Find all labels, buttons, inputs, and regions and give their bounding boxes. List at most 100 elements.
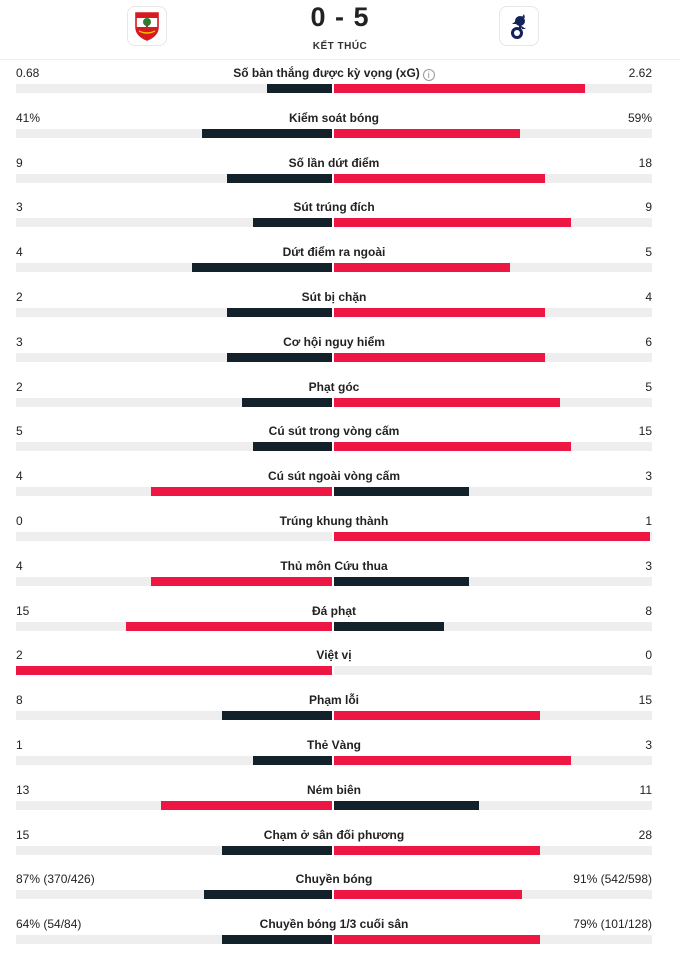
away-stat-value: 3 bbox=[645, 558, 652, 573]
away-stat-value: 79% (101/128) bbox=[573, 917, 652, 932]
away-stat-value: 15 bbox=[638, 693, 652, 708]
away-stat-value: 1 bbox=[645, 514, 652, 528]
home-bar-track bbox=[16, 173, 332, 183]
home-bar bbox=[241, 397, 332, 407]
home-bar-track bbox=[16, 352, 332, 362]
away-bar-track bbox=[334, 263, 652, 273]
stat-row: 4 Thủ môn Cứu thua 3 bbox=[16, 555, 652, 599]
away-bar bbox=[334, 128, 521, 138]
away-bar bbox=[334, 263, 510, 273]
away-bar bbox=[334, 218, 571, 228]
home-bar bbox=[222, 711, 332, 721]
away-bar bbox=[334, 173, 545, 183]
stat-label: Sút trúng đích bbox=[16, 200, 652, 215]
home-stat-value: 87% (370/426) bbox=[16, 872, 95, 887]
home-bar bbox=[221, 845, 332, 855]
home-stat-value: 5 bbox=[16, 424, 23, 439]
stat-row: 87% (370/426) Chuyền bóng 91% (542/598) bbox=[16, 868, 652, 912]
home-bar bbox=[203, 890, 332, 900]
away-bar-track bbox=[334, 487, 652, 497]
stat-label-text: Phạt góc bbox=[308, 379, 360, 394]
stat-row: 15 Chạm ở sân đối phương 28 bbox=[16, 824, 652, 868]
away-stat-value: 2.62 bbox=[628, 66, 652, 80]
stat-label: Thủ môn Cứu thua bbox=[16, 559, 652, 574]
away-bar-track bbox=[334, 84, 652, 93]
home-bar-track bbox=[16, 800, 332, 810]
stat-row: 64% (54/84) Chuyền bóng 1/3 cuối sân 79% (… bbox=[16, 913, 652, 957]
home-bar bbox=[221, 935, 332, 945]
stat-row: 5 Cú sút trong vòng cấm 15 bbox=[16, 420, 652, 464]
away-stat-value: 18 bbox=[638, 155, 652, 170]
away-bar-track bbox=[334, 711, 652, 721]
home-stat-value: 1 bbox=[16, 738, 23, 752]
home-team-logo[interactable] bbox=[127, 6, 167, 46]
home-bar bbox=[151, 576, 332, 586]
away-bar-track bbox=[334, 890, 652, 900]
away-stat-value: 3 bbox=[645, 469, 652, 484]
home-bar-track bbox=[16, 890, 332, 900]
home-score: 0 bbox=[310, 2, 327, 32]
home-stat-value: 3 bbox=[16, 334, 23, 349]
stat-row: 0.68 Số bàn thắng được kỳ vọng (xG) i 2.62 bbox=[16, 62, 652, 106]
away-bar bbox=[334, 352, 545, 362]
stat-label-text: Chuyền bóng bbox=[295, 872, 373, 887]
away-bar bbox=[334, 442, 571, 452]
stat-label: Chạm ở sân đối phương bbox=[16, 828, 652, 843]
home-bar-track bbox=[16, 935, 332, 945]
home-stat-value: 4 bbox=[16, 245, 23, 260]
home-bar-track bbox=[16, 442, 332, 452]
home-stat-value: 64% (54/84) bbox=[16, 917, 82, 932]
home-bar-track bbox=[16, 397, 332, 407]
stat-label-text: Sút bị chặn bbox=[301, 290, 367, 304]
away-stat-value: 6 bbox=[645, 334, 652, 349]
away-stat-value: 5 bbox=[645, 379, 652, 394]
home-bar-track bbox=[16, 845, 332, 855]
home-bar bbox=[226, 173, 332, 183]
away-bar-track bbox=[334, 352, 652, 362]
match-status: KẾT THÚC bbox=[312, 41, 368, 52]
away-score: 5 bbox=[353, 2, 370, 32]
home-bar bbox=[16, 666, 332, 676]
stat-label-text: Cú sút trong vòng cấm bbox=[268, 424, 400, 439]
away-bar bbox=[334, 935, 540, 945]
home-bar-track bbox=[16, 128, 332, 138]
home-stat-value: 8 bbox=[16, 693, 23, 708]
stat-label-text: Số lần dứt điểm bbox=[288, 155, 380, 170]
home-stat-value: 2 bbox=[16, 290, 23, 304]
stat-label: Trúng khung thành bbox=[16, 514, 652, 529]
away-bar-track bbox=[334, 128, 652, 138]
stat-row: 3 Sút trúng đích 9 bbox=[16, 196, 652, 240]
away-bar bbox=[334, 84, 585, 93]
stat-label-text: Việt vị bbox=[316, 648, 352, 663]
away-stat-value: 11 bbox=[639, 782, 652, 797]
stat-row: 13 Ném biên 11 bbox=[16, 779, 652, 823]
stat-label: Số lần dứt điểm bbox=[16, 156, 652, 171]
stat-label-text: Phạm lỗi bbox=[308, 693, 359, 708]
home-bar bbox=[191, 263, 332, 273]
away-bar bbox=[334, 800, 479, 810]
away-bar-track bbox=[334, 532, 652, 541]
stat-label: Chuyền bóng bbox=[16, 872, 652, 887]
stat-row: 2 Sút bị chặn 4 bbox=[16, 286, 652, 330]
away-bar bbox=[334, 890, 522, 900]
stat-label: Đá phạt bbox=[16, 604, 652, 619]
info-icon[interactable]: i bbox=[422, 69, 435, 81]
home-bar bbox=[226, 308, 332, 317]
home-bar bbox=[160, 800, 332, 810]
stat-label-text: Đá phạt bbox=[311, 603, 356, 618]
stat-label-text: Ném biên bbox=[306, 782, 361, 797]
stat-label-text: Thủ môn Cứu thua bbox=[280, 558, 388, 573]
stat-row: 3 Cơ hội nguy hiểm 6 bbox=[16, 331, 652, 375]
away-bar bbox=[334, 308, 545, 317]
home-bar bbox=[151, 487, 332, 497]
stat-label: Sút bị chặn bbox=[16, 290, 652, 305]
away-bar bbox=[334, 576, 470, 586]
score-separator: - bbox=[335, 2, 345, 32]
stat-label: Kiểm soát bóng bbox=[16, 111, 652, 126]
stat-row: 2 Việt vị 0 bbox=[16, 644, 652, 688]
stat-label-text: Cơ hội nguy hiểm bbox=[283, 334, 385, 349]
stat-label-text: Dứt điểm ra ngoài bbox=[282, 245, 386, 260]
home-bar bbox=[253, 756, 332, 765]
stat-label: Cú sút trong vòng cấm bbox=[16, 424, 652, 439]
away-team-logo[interactable] bbox=[499, 6, 539, 46]
